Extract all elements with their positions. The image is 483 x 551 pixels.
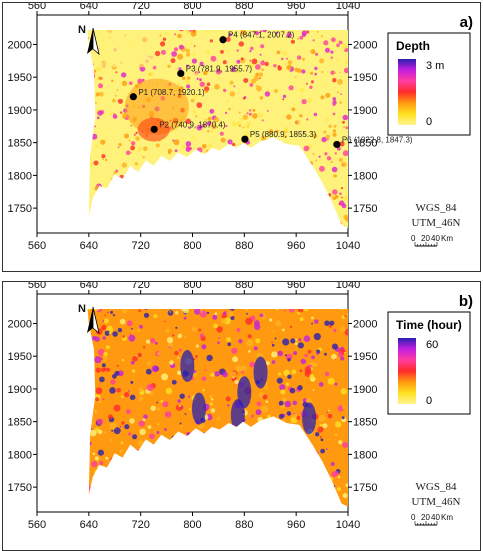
y-tick-label-right: 1850	[353, 417, 377, 429]
north-arrow-icon	[87, 306, 100, 335]
y-tick-label-right: 1750	[353, 203, 377, 215]
scale-bar	[414, 242, 438, 247]
y-tick-label-left: 1850	[8, 138, 32, 150]
legend: Time (hour) 60 0	[387, 311, 471, 415]
sample-point	[241, 135, 249, 143]
y-tick-label-right: 1900	[353, 105, 377, 117]
sample-point-label: P5 (880.9, 1855.3)	[250, 130, 317, 139]
sample-point	[129, 93, 137, 101]
x-tick-label-top: 880	[235, 282, 253, 291]
map-panel-depth: 560 560 640 640 720 720 800 800 880 880 960 960 1040…	[2, 2, 481, 272]
y-tick-label-left: 1800	[8, 449, 32, 461]
legend-title: Depth	[396, 39, 430, 53]
x-tick-label-top: 560	[28, 3, 46, 12]
x-tick-label-bottom: 640	[80, 240, 98, 252]
y-tick-label-left: 2000	[8, 318, 32, 330]
y-tick-label-left: 1850	[8, 417, 32, 429]
projection-datum: WGS_84	[416, 202, 457, 214]
time-map-svg: 560 560 640 640 720 720 800 800 880 880 960 960 1040…	[8, 282, 473, 531]
north-label: N	[78, 303, 86, 315]
x-tick-label-top: 1040	[336, 3, 360, 12]
x-tick-label-top: 960	[287, 282, 305, 291]
x-tick-label-top: 720	[131, 3, 149, 12]
x-tick-label-top: 560	[28, 282, 46, 291]
scale-unit: Km	[441, 513, 453, 522]
y-tick-label-right: 1800	[353, 170, 377, 182]
scale-tick-label: 0	[411, 513, 416, 522]
y-tick-label-right: 2000	[353, 39, 377, 51]
x-tick-label-bottom: 640	[80, 519, 98, 531]
x-tick-label-top: 800	[183, 3, 201, 12]
y-tick-label-left: 1900	[8, 384, 32, 396]
sample-point-label: P3 (781.9, 1955.7)	[186, 64, 253, 73]
x-tick-label-top: 720	[131, 282, 149, 291]
sample-point	[333, 140, 341, 149]
panel-label: b)	[459, 293, 473, 310]
y-tick-label-left: 1900	[8, 105, 32, 117]
legend-min-label: 0	[426, 116, 432, 128]
x-tick-label-top: 640	[80, 282, 98, 291]
legend-max-label: 60	[426, 339, 438, 351]
projection-zone: UTM_46N	[412, 496, 461, 508]
y-tick-label-right: 1850	[353, 138, 377, 150]
legend-max-label: 3 m	[426, 60, 444, 72]
x-tick-label-bottom: 560	[28, 519, 46, 531]
y-tick-label-right: 1950	[353, 351, 377, 363]
x-tick-label-bottom: 1040	[336, 240, 360, 252]
projection-datum: WGS_84	[416, 481, 457, 493]
x-tick-label-top: 880	[235, 3, 253, 12]
y-tick-label-right: 1900	[353, 384, 377, 396]
depth-map-svg: 560 560 640 640 720 720 800 800 880 880 960 960 1040…	[8, 3, 473, 252]
scale-tick-label: 20	[421, 513, 430, 522]
x-tick-label-bottom: 720	[131, 519, 149, 531]
landmass	[87, 309, 348, 507]
map-panel-time: 560 560 640 640 720 720 800 800 880 880 960 960 1040…	[2, 281, 481, 551]
y-tick-label-left: 1750	[8, 482, 32, 494]
projection-zone: UTM_46N	[412, 217, 461, 229]
sample-point-label: P1 (708.7, 1920.1)	[138, 88, 205, 97]
sample-point	[177, 69, 185, 78]
sample-point	[219, 36, 227, 44]
x-tick-label-bottom: 880	[235, 240, 253, 252]
x-tick-label-bottom: 1040	[336, 519, 360, 531]
legend-color-ramp	[398, 338, 416, 404]
sample-point-label: P2 (740.9, 1870.4)	[159, 120, 226, 129]
x-tick-label-bottom: 560	[28, 240, 46, 252]
x-tick-label-bottom: 880	[235, 519, 253, 531]
y-tick-label-left: 2000	[8, 39, 32, 51]
scale-unit: Km	[441, 234, 453, 243]
x-tick-label-top: 1040	[336, 282, 360, 291]
x-tick-label-bottom: 960	[287, 519, 305, 531]
north-label: N	[78, 24, 86, 36]
y-tick-label-right: 1950	[353, 72, 377, 84]
y-tick-label-right: 2000	[353, 318, 377, 330]
legend-min-label: 0	[426, 395, 432, 407]
y-tick-label-left: 1950	[8, 351, 32, 363]
scale-tick-label: 0	[411, 234, 416, 243]
scale-tick-label: 20	[421, 234, 430, 243]
x-tick-label-bottom: 960	[287, 240, 305, 252]
scale-tick-label: 40	[431, 513, 440, 522]
north-arrow-icon	[87, 27, 100, 56]
scale-bar	[414, 521, 438, 526]
x-tick-label-top: 640	[80, 3, 98, 12]
panel-label: a)	[460, 14, 473, 31]
x-tick-label-top: 960	[287, 3, 305, 12]
legend-color-ramp	[398, 59, 416, 125]
y-tick-label-left: 1950	[8, 72, 32, 84]
sample-point-label: P4 (847.1, 2007.2)	[228, 31, 295, 40]
y-tick-label-left: 1800	[8, 170, 32, 182]
sample-point-label: P6 (1022.8, 1847.3)	[342, 135, 413, 144]
y-tick-label-right: 1750	[353, 482, 377, 494]
x-tick-label-bottom: 800	[183, 519, 201, 531]
x-tick-label-top: 800	[183, 282, 201, 291]
y-tick-label-right: 1800	[353, 449, 377, 461]
x-tick-label-bottom: 800	[183, 240, 201, 252]
sample-point	[150, 125, 158, 133]
legend-title: Time (hour)	[396, 318, 462, 332]
x-tick-label-bottom: 720	[131, 240, 149, 252]
scale-tick-label: 40	[431, 234, 440, 243]
y-tick-label-left: 1750	[8, 203, 32, 215]
legend: Depth 3 m 0	[387, 32, 471, 136]
